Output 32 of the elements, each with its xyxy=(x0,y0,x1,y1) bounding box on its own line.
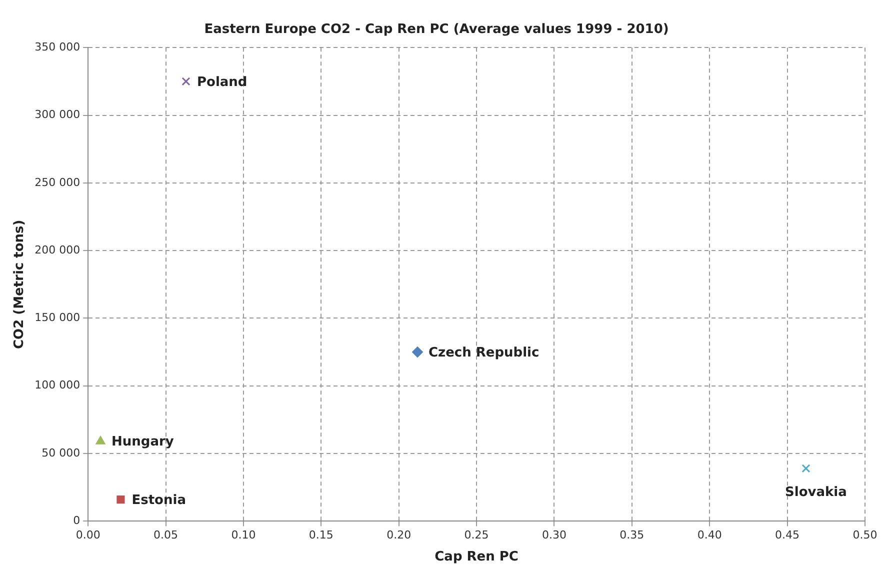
x-tick-label: 0.35 xyxy=(620,528,644,542)
point xyxy=(412,346,423,358)
chart-title: Eastern Europe CO2 - Cap Ren PC (Average values 1999 - 2010) xyxy=(204,22,669,38)
x-tick-label: 0.25 xyxy=(464,528,489,542)
y-tick-label: 300 000 xyxy=(34,108,80,122)
y-tick-label: 0 xyxy=(73,514,80,528)
series-label: Czech Republic xyxy=(428,345,540,360)
series-label: Poland xyxy=(196,74,248,90)
x-tick-label: 0.20 xyxy=(386,528,412,542)
y-tick-label: 200 000 xyxy=(34,243,80,256)
y-axis-title: CO2 (Metric tons) xyxy=(12,220,28,350)
series-label: Estonia xyxy=(132,492,186,508)
x-tick-label: 0.15 xyxy=(308,528,334,542)
point xyxy=(802,464,810,473)
y-tick-label: 50 000 xyxy=(42,446,80,460)
series-label: Slovakia xyxy=(785,484,847,500)
x-tick-label: 0.40 xyxy=(697,528,722,542)
point xyxy=(116,496,125,504)
y-tick-label: 350 000 xyxy=(34,40,80,54)
y-tick-label: 250 000 xyxy=(34,176,80,189)
x-axis-title: Cap Ren PC xyxy=(434,550,518,565)
x-tick-label: 0.10 xyxy=(231,528,256,542)
x-tick-label: 0.30 xyxy=(542,528,566,542)
series-label: Hungary xyxy=(112,434,174,450)
x-tick-label: 0.05 xyxy=(154,528,178,542)
point xyxy=(182,77,190,86)
x-tick-label: 0.00 xyxy=(76,528,100,542)
x-tick-label: 0.50 xyxy=(852,528,878,542)
point xyxy=(96,436,106,444)
y-tick-label: 150 000 xyxy=(34,311,80,324)
y-tick-label: 100 000 xyxy=(34,378,80,392)
x-tick-label: 0.45 xyxy=(775,528,800,542)
